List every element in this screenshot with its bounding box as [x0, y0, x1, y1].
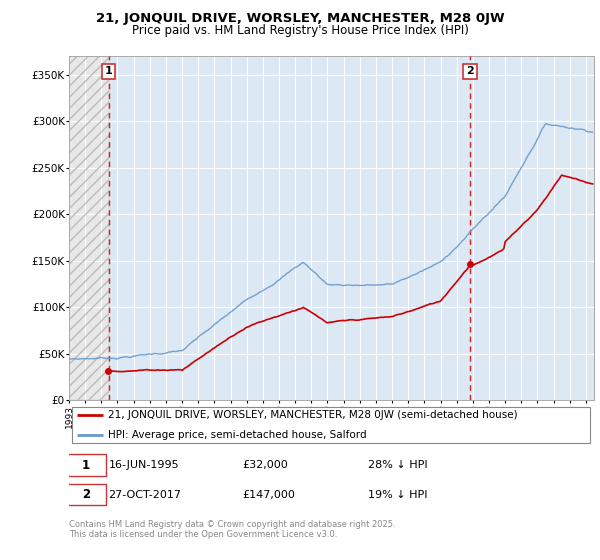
FancyBboxPatch shape — [67, 484, 106, 506]
Text: 21, JONQUIL DRIVE, WORSLEY, MANCHESTER, M28 0JW: 21, JONQUIL DRIVE, WORSLEY, MANCHESTER, … — [95, 12, 505, 25]
Text: Price paid vs. HM Land Registry's House Price Index (HPI): Price paid vs. HM Land Registry's House … — [131, 24, 469, 37]
Text: 1: 1 — [105, 67, 113, 77]
Text: 27-OCT-2017: 27-OCT-2017 — [109, 489, 181, 500]
Text: 2: 2 — [466, 67, 474, 77]
Text: 16-JUN-1995: 16-JUN-1995 — [109, 460, 179, 470]
Text: 1: 1 — [82, 459, 90, 472]
FancyBboxPatch shape — [67, 454, 106, 476]
Text: 2: 2 — [82, 488, 90, 501]
Bar — [69, 56, 109, 400]
Text: 19% ↓ HPI: 19% ↓ HPI — [368, 489, 428, 500]
Text: £147,000: £147,000 — [242, 489, 295, 500]
Text: HPI: Average price, semi-detached house, Salford: HPI: Average price, semi-detached house,… — [109, 430, 367, 440]
Bar — [69, 56, 109, 400]
Text: £32,000: £32,000 — [242, 460, 288, 470]
FancyBboxPatch shape — [71, 407, 590, 443]
Text: 28% ↓ HPI: 28% ↓ HPI — [368, 460, 428, 470]
Text: 21, JONQUIL DRIVE, WORSLEY, MANCHESTER, M28 0JW (semi-detached house): 21, JONQUIL DRIVE, WORSLEY, MANCHESTER, … — [109, 410, 518, 421]
Text: Contains HM Land Registry data © Crown copyright and database right 2025.
This d: Contains HM Land Registry data © Crown c… — [69, 520, 395, 539]
